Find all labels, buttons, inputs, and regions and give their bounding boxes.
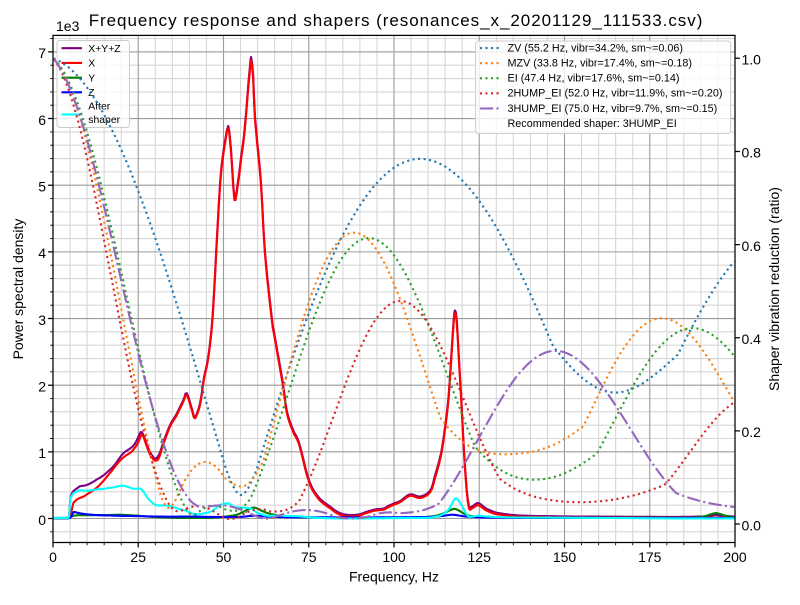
svg-text:EI (47.4 Hz, vibr=17.6%, sm~=0: EI (47.4 Hz, vibr=17.6%, sm~=0.14) <box>508 73 680 85</box>
svg-text:ZV (55.2 Hz, vibr=34.2%, sm~=0: ZV (55.2 Hz, vibr=34.2%, sm~=0.06) <box>508 42 684 54</box>
svg-text:4: 4 <box>38 245 46 261</box>
svg-text:0: 0 <box>49 549 57 565</box>
svg-text:0.6: 0.6 <box>742 238 762 254</box>
svg-text:Power spectral density: Power spectral density <box>10 219 26 360</box>
svg-text:0.8: 0.8 <box>742 145 762 161</box>
svg-text:3: 3 <box>38 312 46 328</box>
svg-text:Recommended shaper: 3HUMP_EI: Recommended shaper: 3HUMP_EI <box>508 118 677 130</box>
svg-text:1e3: 1e3 <box>56 18 80 34</box>
svg-text:1.0: 1.0 <box>742 52 762 68</box>
svg-text:125: 125 <box>468 549 492 565</box>
svg-text:0.4: 0.4 <box>742 331 762 347</box>
svg-text:0: 0 <box>38 512 46 528</box>
svg-text:100: 100 <box>382 549 406 565</box>
svg-text:Shaper vibration reduction (ra: Shaper vibration reduction (ratio) <box>766 187 782 391</box>
svg-text:3HUMP_EI (75.0 Hz, vibr=9.7%,: 3HUMP_EI (75.0 Hz, vibr=9.7%, sm~=0.15) <box>508 103 718 115</box>
svg-text:7: 7 <box>38 45 46 61</box>
svg-text:MZV (33.8 Hz, vibr=17.4%, sm~=: MZV (33.8 Hz, vibr=17.4%, sm~=0.18) <box>508 58 693 70</box>
svg-text:2HUMP_EI (52.0 Hz, vibr=11.9%,: 2HUMP_EI (52.0 Hz, vibr=11.9%, sm~=0.20) <box>508 88 723 100</box>
svg-text:Frequency, Hz: Frequency, Hz <box>349 569 439 585</box>
svg-text:75: 75 <box>301 549 317 565</box>
svg-text:200: 200 <box>723 549 747 565</box>
svg-text:X+Y+Z: X+Y+Z <box>88 44 121 55</box>
svg-text:X: X <box>88 59 95 70</box>
svg-text:25: 25 <box>130 549 146 565</box>
svg-text:0.2: 0.2 <box>742 424 762 440</box>
svg-text:175: 175 <box>638 549 662 565</box>
svg-text:50: 50 <box>216 549 232 565</box>
svg-text:Frequency response and shapers: Frequency response and shapers (resonanc… <box>89 11 704 30</box>
svg-text:6: 6 <box>38 112 46 128</box>
svg-text:1: 1 <box>38 445 46 461</box>
svg-text:0.0: 0.0 <box>742 517 762 533</box>
svg-text:2: 2 <box>38 379 46 395</box>
svg-text:5: 5 <box>38 179 46 195</box>
svg-text:150: 150 <box>553 549 577 565</box>
svg-text:Y: Y <box>88 73 95 84</box>
